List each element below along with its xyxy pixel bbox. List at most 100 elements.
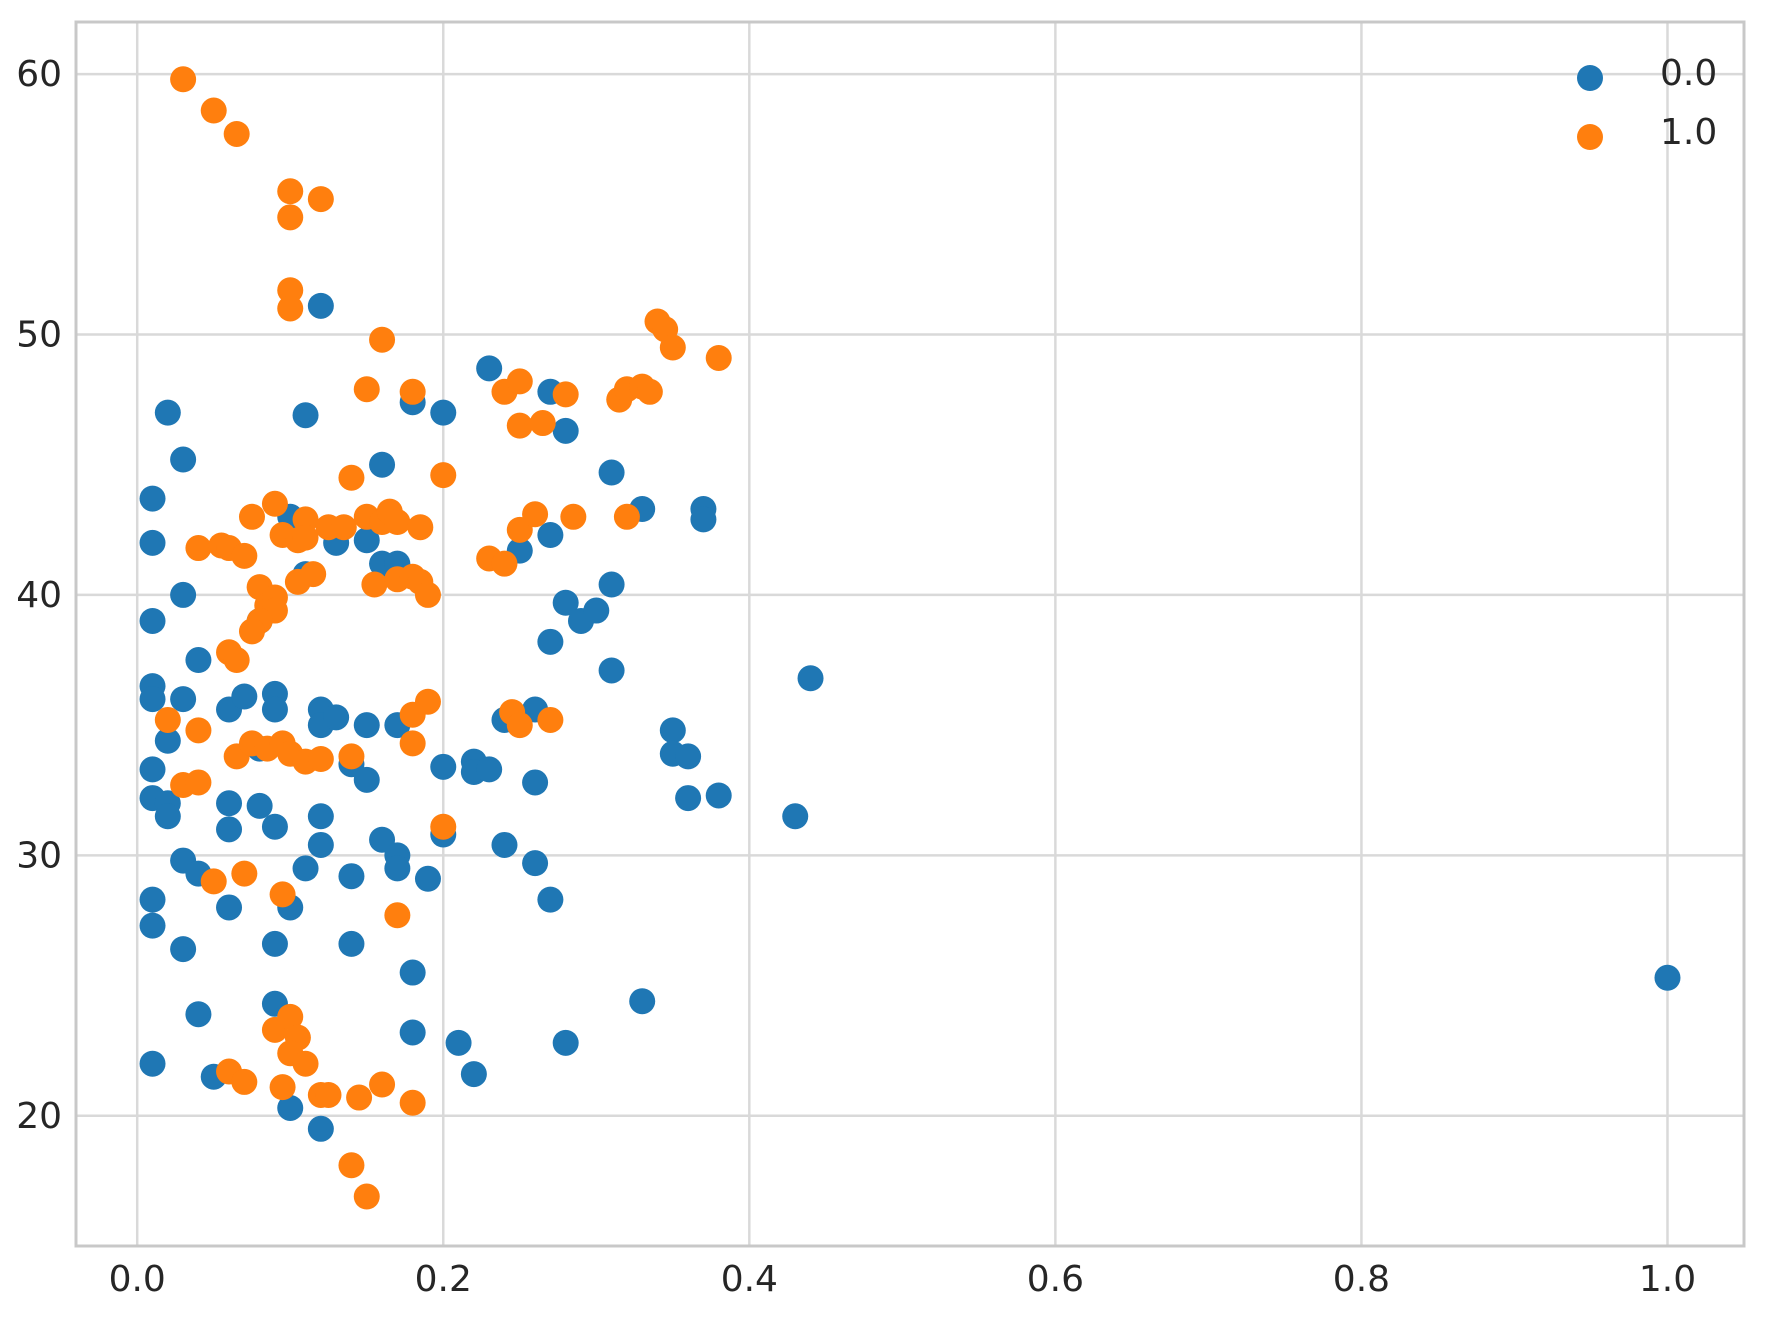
y-tick-label: 30 <box>16 835 62 876</box>
data-point-series-0.0 <box>139 607 166 634</box>
data-point-series-0.0 <box>598 571 625 598</box>
data-point-series-0.0 <box>537 886 564 913</box>
data-point-series-0.0 <box>522 769 549 796</box>
data-point-series-1.0 <box>560 503 587 530</box>
y-tick-label: 20 <box>16 1096 62 1137</box>
data-point-series-1.0 <box>185 535 212 562</box>
data-point-series-1.0 <box>659 334 686 361</box>
data-point-series-0.0 <box>675 743 702 770</box>
y-grid-lines <box>76 72 1744 1118</box>
data-point-series-0.0 <box>705 782 732 809</box>
legend-marker <box>1577 124 1603 150</box>
data-point-series-0.0 <box>537 628 564 655</box>
legend-label: 1.0 <box>1660 112 1717 153</box>
y-tick-label: 50 <box>16 315 62 356</box>
data-points <box>139 66 1681 1210</box>
data-point-series-1.0 <box>300 561 327 588</box>
data-point-series-0.0 <box>353 766 380 793</box>
x-tick-label: 0.6 <box>1027 1259 1084 1300</box>
data-point-series-1.0 <box>307 186 334 213</box>
data-point-series-1.0 <box>277 1003 304 1030</box>
data-point-series-0.0 <box>659 717 686 744</box>
y-tick-label: 60 <box>16 54 62 95</box>
data-point-series-1.0 <box>537 706 564 733</box>
data-point-series-0.0 <box>246 792 273 819</box>
data-point-series-1.0 <box>506 712 533 739</box>
x-tick-label: 1.0 <box>1639 1259 1696 1300</box>
data-point-series-0.0 <box>231 683 258 710</box>
data-point-series-1.0 <box>414 688 441 715</box>
data-point-series-1.0 <box>338 1152 365 1179</box>
data-point-series-1.0 <box>353 1183 380 1210</box>
data-point-series-1.0 <box>231 542 258 569</box>
data-point-series-0.0 <box>307 803 334 830</box>
data-point-series-0.0 <box>399 959 426 986</box>
x-tick-label: 0.2 <box>415 1259 472 1300</box>
data-point-series-1.0 <box>292 1050 319 1077</box>
data-point-series-0.0 <box>629 988 656 1015</box>
data-point-series-1.0 <box>705 344 732 371</box>
data-point-series-0.0 <box>445 1029 472 1056</box>
data-point-series-1.0 <box>529 410 556 437</box>
data-point-series-0.0 <box>216 894 243 921</box>
x-tick-label: 0.0 <box>109 1259 166 1300</box>
data-point-series-1.0 <box>414 581 441 608</box>
legend: 0.01.0 <box>1577 53 1717 153</box>
data-point-series-1.0 <box>238 618 265 645</box>
data-point-series-0.0 <box>261 930 288 957</box>
data-point-series-0.0 <box>216 790 243 817</box>
data-point-series-0.0 <box>323 704 350 731</box>
data-point-series-0.0 <box>139 1050 166 1077</box>
data-point-series-0.0 <box>139 756 166 783</box>
data-point-series-0.0 <box>491 831 518 858</box>
x-tick-labels: 0.0 0.2 0.4 0.6 0.8 1.0 <box>109 1259 1697 1300</box>
data-point-series-0.0 <box>598 459 625 486</box>
data-point-series-0.0 <box>216 816 243 843</box>
data-point-series-0.0 <box>139 686 166 713</box>
data-point-series-0.0 <box>170 686 197 713</box>
data-point-series-0.0 <box>139 485 166 512</box>
legend-marker <box>1577 65 1603 91</box>
data-point-series-0.0 <box>292 855 319 882</box>
data-point-series-0.0 <box>154 727 181 754</box>
data-point-series-0.0 <box>170 581 197 608</box>
data-point-series-1.0 <box>361 571 388 598</box>
data-point-series-0.0 <box>353 527 380 554</box>
plot-frame <box>74 20 1746 1248</box>
data-point-series-1.0 <box>636 378 663 405</box>
data-point-series-1.0 <box>170 66 197 93</box>
data-point-series-0.0 <box>690 506 717 533</box>
data-point-series-0.0 <box>782 803 809 830</box>
data-point-series-1.0 <box>292 524 319 551</box>
legend-label: 0.0 <box>1660 53 1717 94</box>
data-point-series-0.0 <box>598 657 625 684</box>
data-point-series-0.0 <box>139 529 166 556</box>
data-point-series-0.0 <box>139 912 166 939</box>
data-point-series-1.0 <box>491 550 518 577</box>
data-point-series-0.0 <box>292 402 319 429</box>
data-point-series-1.0 <box>506 412 533 439</box>
data-point-series-1.0 <box>407 514 434 541</box>
data-point-series-0.0 <box>261 696 288 723</box>
data-point-series-1.0 <box>346 1084 373 1111</box>
data-point-series-0.0 <box>430 399 457 426</box>
x-grid-lines <box>135 22 1669 1246</box>
data-point-series-1.0 <box>399 1089 426 1116</box>
data-point-series-0.0 <box>552 1029 579 1056</box>
data-point-series-1.0 <box>522 501 549 528</box>
data-point-series-1.0 <box>261 490 288 517</box>
data-point-series-0.0 <box>537 522 564 549</box>
data-point-series-0.0 <box>261 813 288 840</box>
data-point-series-1.0 <box>277 178 304 205</box>
data-point-series-1.0 <box>330 514 357 541</box>
data-point-series-1.0 <box>200 97 227 124</box>
data-point-series-0.0 <box>139 886 166 913</box>
data-point-series-1.0 <box>384 509 411 536</box>
data-point-series-0.0 <box>170 446 197 473</box>
x-tick-label: 0.8 <box>1333 1259 1390 1300</box>
data-point-series-0.0 <box>185 647 212 674</box>
data-point-series-1.0 <box>277 277 304 304</box>
data-point-series-1.0 <box>430 813 457 840</box>
